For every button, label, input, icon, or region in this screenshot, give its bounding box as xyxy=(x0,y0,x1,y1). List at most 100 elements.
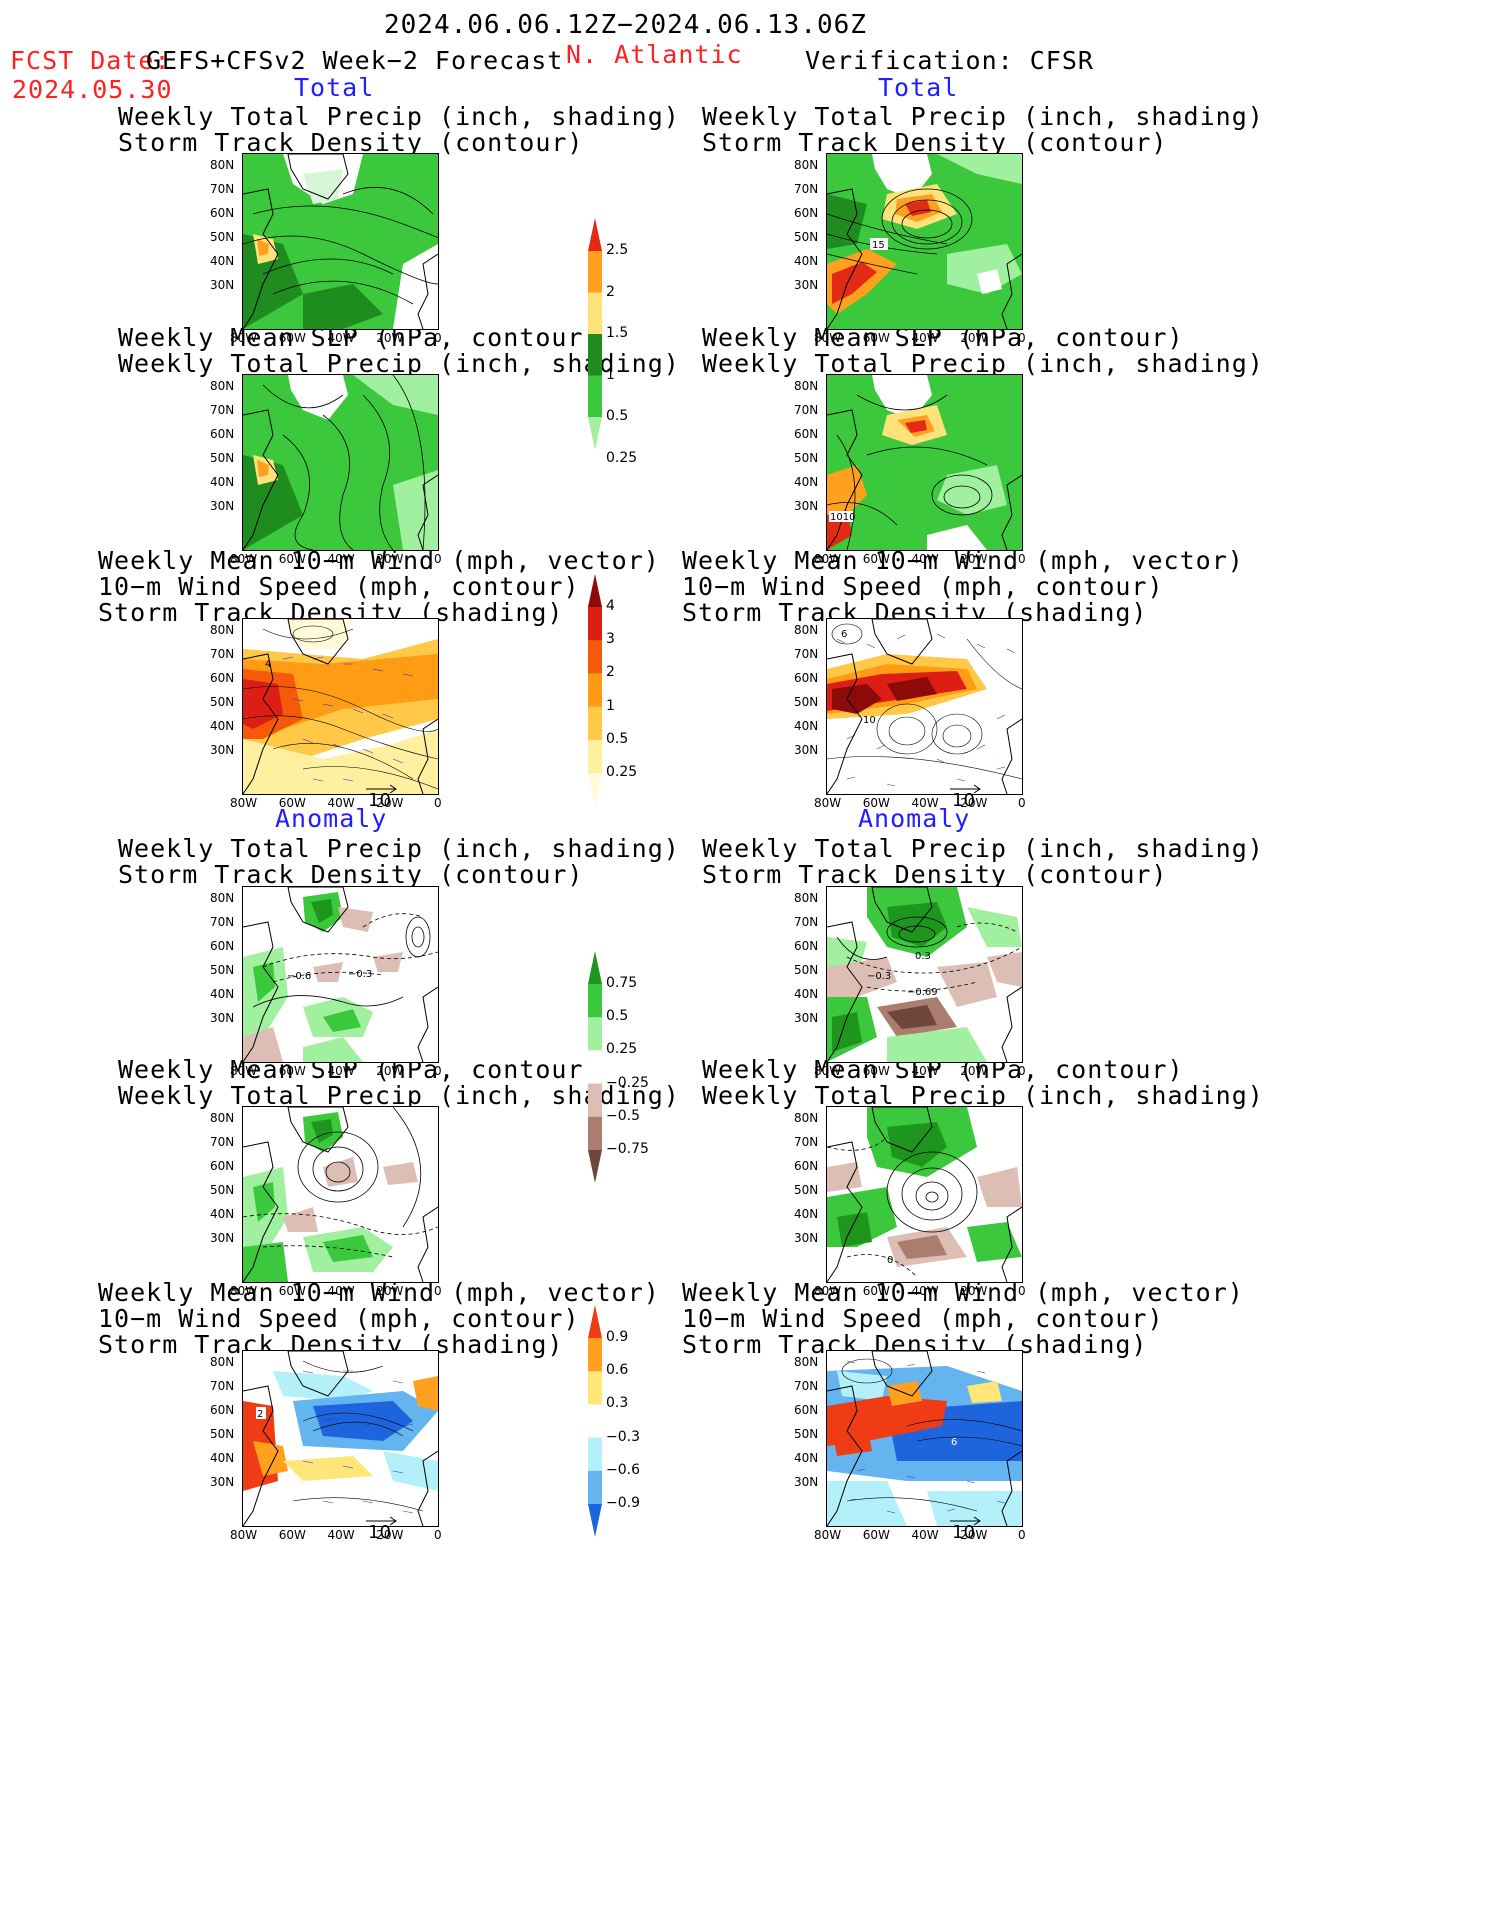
lat-tick-label: 40N xyxy=(794,987,819,1001)
lon-tick-label: 40W xyxy=(911,331,939,345)
lon-tick-label: 60W xyxy=(278,796,306,810)
colorbar-segment xyxy=(588,984,602,1018)
lon-tick-label: 0 xyxy=(434,552,442,566)
title-line: 10−m Wind Speed (mph, contour) xyxy=(682,1304,1164,1333)
title-line: Weekly Total Precip (inch, shading) xyxy=(118,1081,680,1110)
panel-title-r1c2: Weekly Total Precip (inch, shading) Stor… xyxy=(702,104,1263,156)
lat-tick-label: 70N xyxy=(794,403,819,417)
lat-tick-label: 80N xyxy=(794,1111,819,1125)
colorbar-precip-total: 2.5 2 1.5 1 0.5 0.25 xyxy=(588,218,648,466)
lon-tick-label: 20W xyxy=(376,552,404,566)
lat-tick-label: 80N xyxy=(794,891,819,905)
contour-label: −0.6 xyxy=(287,971,311,982)
lon-tick-label: 60W xyxy=(278,1528,306,1542)
title-line: Weekly Total Precip (inch, shading) xyxy=(702,1081,1264,1110)
lon-tick-label: 80W xyxy=(814,1064,842,1078)
lon-tick-label: 80W xyxy=(230,1528,258,1542)
map-r5c1-slp-anom xyxy=(242,1106,439,1283)
panel-title-r5c2: Weekly Mean SLP (hPa, contour) Weekly To… xyxy=(702,1057,1264,1110)
title-line: Weekly Total Precip (inch, shading) xyxy=(118,102,680,131)
lon-tick-label: 60W xyxy=(862,331,890,345)
title-line: Storm Track Density (contour) xyxy=(702,860,1168,889)
lon-tick-label: 20W xyxy=(960,331,988,345)
fcst-label: FCST Date: xyxy=(10,46,171,75)
colorbar-segment xyxy=(588,673,602,708)
colorbar-track-total: 4 3 2 1 0.5 0.25 xyxy=(588,574,648,806)
lat-tick-label: 30N xyxy=(794,1231,819,1245)
colorbar-segment xyxy=(588,1404,602,1439)
lat-tick-label: 30N xyxy=(794,743,819,757)
lon-tick-label: 20W xyxy=(376,1064,404,1078)
lat-tick-label: 50N xyxy=(210,963,235,977)
contour-label: 4 xyxy=(265,659,271,670)
colorbar-label: −0.75 xyxy=(606,1141,649,1157)
colorbar-segment xyxy=(588,251,602,293)
lon-tick-label: 20W xyxy=(376,331,404,345)
contour-label: 15 xyxy=(872,240,885,251)
lon-tick-label: 0 xyxy=(1018,1064,1026,1078)
lat-tick-label: 80N xyxy=(794,623,819,637)
lat-tick-label: 50N xyxy=(210,230,235,244)
colorbar-label: 0.6 xyxy=(606,1362,629,1379)
lon-tick-label: 60W xyxy=(862,1284,890,1298)
lon-tick-label: 40W xyxy=(327,796,355,810)
fcst-date: 2024.05.30 xyxy=(12,75,173,104)
colorbar-segment xyxy=(588,1017,602,1051)
lat-tick-label: 80N xyxy=(210,891,235,905)
lon-tick-label: 40W xyxy=(911,552,939,566)
colorbar-segment xyxy=(588,607,602,641)
lon-tick-label: 0 xyxy=(434,331,442,345)
lat-tick-label: 60N xyxy=(794,1403,819,1417)
colorbar-label: 0.5 xyxy=(606,408,629,424)
lat-tick-label: 70N xyxy=(794,1379,819,1393)
map-r2c2-slp-precip: 1010 xyxy=(826,374,1023,551)
lat-tick-label: 70N xyxy=(794,1135,819,1149)
vector-ref-label: 10 xyxy=(952,790,975,811)
map-r6c1-wind-anom: 2 xyxy=(242,1350,439,1527)
title-line: Weekly Mean 10−m Wind (mph, vector) xyxy=(682,1278,1244,1307)
vector-arrow-icon xyxy=(366,784,397,794)
vector-ref-r3c1: 10 xyxy=(362,780,402,811)
lon-tick-label: 60W xyxy=(278,552,306,566)
lon-tick-label: 80W xyxy=(814,1528,842,1542)
lat-tick-label: 50N xyxy=(794,963,819,977)
title-line: 10−m Wind Speed (mph, contour) xyxy=(98,572,580,601)
title-line: Weekly Total Precip (inch, shading) xyxy=(118,349,680,378)
lon-tick-label: 0 xyxy=(434,1064,442,1078)
lat-tick-label: 50N xyxy=(794,1183,819,1197)
map-r1c1-precip-track xyxy=(242,153,439,330)
contour-label: 10 xyxy=(863,715,876,726)
lon-tick-label: 80W xyxy=(230,1064,258,1078)
date-range: 2024.06.06.12Z−2024.06.13.06Z xyxy=(384,10,867,40)
section-anomaly-right: Anomaly xyxy=(858,804,971,833)
colorbar-segment xyxy=(588,1437,602,1472)
lon-tick-label: 60W xyxy=(278,331,306,345)
map-r6c2-wind-anom: 6 xyxy=(826,1350,1023,1527)
lon-tick-label: 40W xyxy=(911,1284,939,1298)
colorbar-label: 2.5 xyxy=(606,242,629,258)
lat-tick-label: 30N xyxy=(210,743,235,757)
lat-tick-label: 70N xyxy=(794,182,819,196)
colorbar-segment xyxy=(588,1504,602,1537)
lat-tick-label: 50N xyxy=(794,230,819,244)
panel-title-r2c1: Weekly Mean SLP (hPa, contour) Weekly To… xyxy=(118,325,680,378)
title-line: 10−m Wind Speed (mph, contour) xyxy=(98,1304,580,1333)
title-line: Weekly Total Precip (inch, shading) xyxy=(702,834,1264,863)
colorbar-label: 0.25 xyxy=(606,764,638,780)
lat-tick-label: 70N xyxy=(210,1379,235,1393)
lat-tick-label: 40N xyxy=(794,1207,819,1221)
lat-tick-label: 30N xyxy=(210,1011,235,1025)
lon-tick-label: 40W xyxy=(327,331,355,345)
lat-tick-label: 40N xyxy=(210,987,235,1001)
colorbar-label: −0.3 xyxy=(606,1428,640,1445)
lat-tick-label: 60N xyxy=(210,206,235,220)
lat-tick-label: 70N xyxy=(210,1135,235,1149)
lat-tick-label: 80N xyxy=(210,1111,235,1125)
vector-arrow-icon xyxy=(950,1516,981,1526)
colorbar-segment xyxy=(588,1305,602,1338)
colorbar-scale xyxy=(588,1305,602,1537)
contour-label: 2 xyxy=(257,1409,263,1420)
lat-tick-label: 70N xyxy=(794,915,819,929)
colorbar-label: 0.25 xyxy=(606,1041,638,1058)
lon-tick-label: 0 xyxy=(434,1284,442,1298)
